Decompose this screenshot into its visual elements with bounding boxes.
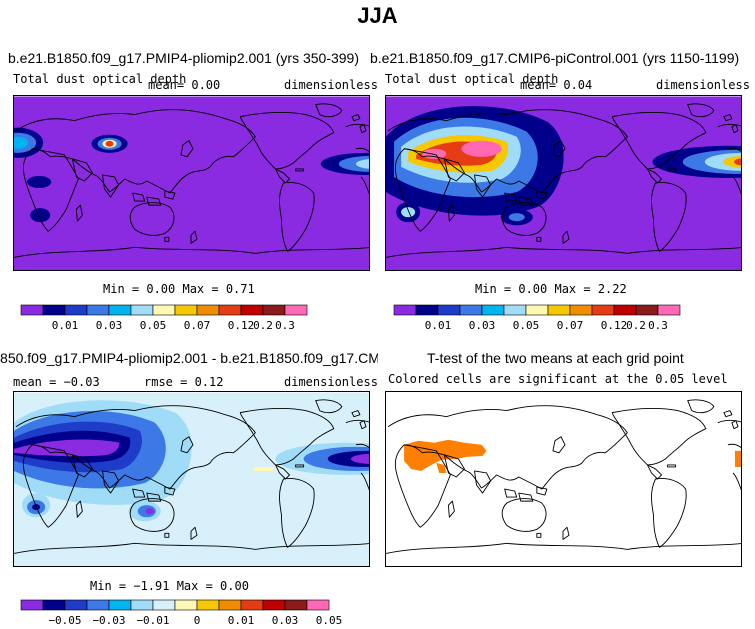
colorbar-swatch [525,304,549,316]
map-panel-tl [13,95,370,271]
colorbar-swatch [196,599,220,611]
colorbar-swatch [20,304,44,316]
colorbar-swatch [284,304,308,316]
colorbar-swatch [152,599,176,611]
colorbar-swatch [591,304,615,316]
colorbar-swatch [108,599,132,611]
units-label-bl: dimensionless [284,375,378,389]
colorbar-tick-label: 0.05 [140,319,167,332]
map-background-br [386,392,741,566]
colorbar-swatch [262,599,286,611]
mean-label-bl: mean = −0.03 [13,375,100,389]
mean-label-tr: mean= 0.04 [520,78,593,92]
map-panel-bl [13,391,370,567]
colorbar-swatch [613,304,637,316]
colorbar-tick-label: 0.03 [272,614,299,627]
colorbar-swatch [174,304,198,316]
colorbar-tl: 0.01 0.03 0.05 0.07 0.12 0.2 0.3 [20,304,360,334]
variable-label-tl: Total dust optical depth [13,72,187,86]
variable-label-tr: Total dust optical depth [385,72,559,86]
minmax-tl: Min = 0.00 Max = 0.71 [103,282,255,296]
colorbar-swatch [306,599,330,611]
colorbar-swatch [42,599,66,611]
colorbar-swatch [240,304,264,316]
mean-label-tl: mean= 0.00 [148,78,221,92]
colorbar-swatch [130,304,154,316]
colorbar-tick-label: −0.05 [48,614,81,627]
subtitle-br: Colored cells are significant at the 0.0… [388,372,728,386]
colorbar-tick-label: 0.3 [648,319,668,332]
rmse-label-bl: rmse = 0.12 [144,375,224,389]
colorbar-swatch [218,304,242,316]
colorbar-tick-label: 0.03 [96,319,123,332]
colorbar-swatch [174,599,198,611]
colorbar-swatch [547,304,571,316]
colorbar-swatch [635,304,659,316]
colorbar-tick-label: 0.07 [557,319,584,332]
map-panel-tr [385,95,742,271]
colorbar-swatch [240,599,264,611]
dust-field-tr [386,105,741,226]
colorbar-swatch [108,304,132,316]
colorbar-swatch [415,304,439,316]
colorbar-tick-label: 0.12 [228,319,255,332]
colorbar-swatch [64,599,88,611]
colorbar-tick-label: 0.2 [253,319,273,332]
colorbar-tick-label: 0.01 [228,614,255,627]
colorbar-swatch [86,599,110,611]
map-panel-br [385,391,742,567]
colorbar-bl: −0.05 −0.03 −0.01 0 0.01 0.03 0.05 [20,599,365,629]
figure-title: JJA [357,3,398,28]
colorbar-tr: 0.01 0.03 0.05 0.07 0.12 0.2 0.3 [393,304,733,334]
colorbar-swatch [262,304,286,316]
panel-title-bl: b.e21.B1850.f09_g17.PMIP4-pliomip2.001 -… [0,350,378,366]
significant-cell [436,462,447,473]
units-label-tl: dimensionless [284,78,378,92]
panel-title-tr: b.e21.B1850.f09_g17.CMIP6-piControl.001 … [370,50,740,66]
significant-cell [734,450,741,467]
colorbar-swatch [218,599,242,611]
units-label-tr: dimensionless [656,78,750,92]
colorbar-swatch [284,599,308,611]
colorbar-swatch [86,304,110,316]
colorbar-tick-label: 0.03 [469,319,496,332]
colorbar-swatch [569,304,593,316]
colorbar-tick-label: 0.12 [601,319,628,332]
colorbar-swatch [42,304,66,316]
colorbar-swatch [437,304,461,316]
difference-field-bl [14,400,369,522]
colorbar-tick-label: 0.07 [184,319,211,332]
colorbar-tick-label: 0.2 [626,319,646,332]
colorbar-tick-label: 0 [194,614,201,627]
colorbar-swatch [657,304,681,316]
colorbar-tick-label: 0.05 [316,614,343,627]
colorbar-tick-label: 0.3 [275,319,295,332]
colorbar-swatch [20,599,44,611]
panel-title-tl: b.e21.B1850.f09_g17.PMIP4-pliomip2.001 (… [8,50,359,66]
colorbar-tick-label: −0.03 [92,614,125,627]
minmax-tr: Min = 0.00 Max = 2.22 [475,282,627,296]
map-background-tl [14,96,369,270]
colorbar-swatch [196,304,220,316]
colorbar-swatch [393,304,417,316]
colorbar-tick-label: 0.05 [513,319,540,332]
colorbar-tick-label: −0.01 [136,614,169,627]
colorbar-swatch [130,599,154,611]
colorbar-swatch [503,304,527,316]
panel-title-br: T-test of the two means at each grid poi… [427,350,684,366]
colorbar-swatch [152,304,176,316]
colorbar-swatch [481,304,505,316]
colorbar-tick-label: 0.01 [52,319,79,332]
colorbar-tick-label: 0.01 [425,319,452,332]
colorbar-swatch [64,304,88,316]
minmax-bl: Min = −1.91 Max = 0.00 [90,579,249,593]
colorbar-swatch [459,304,483,316]
dust-field-tl [14,127,369,223]
